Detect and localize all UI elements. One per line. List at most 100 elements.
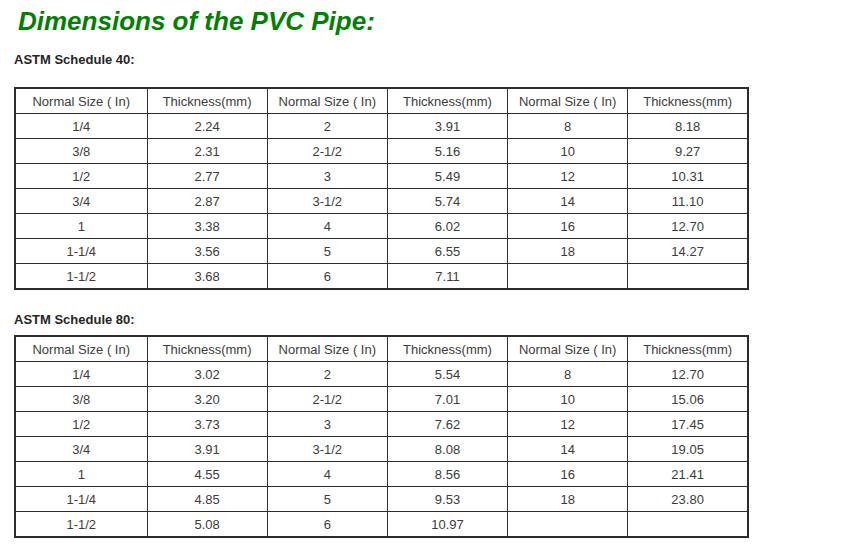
column-header: Normal Size ( In) [267, 88, 387, 114]
table-cell: 2.31 [147, 139, 267, 164]
table-cell: 2.87 [147, 189, 267, 214]
table-cell: 12 [508, 412, 628, 437]
table-cell: 5 [267, 239, 387, 264]
column-header: Thickness(mm) [628, 88, 748, 114]
column-header: Normal Size ( In) [15, 88, 147, 114]
table-cell: 17.45 [628, 412, 748, 437]
table-cell: 3 [267, 164, 387, 189]
table-cell: 18 [508, 239, 628, 264]
table-cell: 7.01 [387, 387, 507, 412]
table-row: 3/82.312-1/25.16109.27 [15, 139, 748, 164]
page-title: Dimensions of the PVC Pipe: [18, 6, 847, 37]
page: Dimensions of the PVC Pipe: ASTM Schedul… [0, 0, 847, 551]
table-row: 1-1/43.5656.551814.27 [15, 239, 748, 264]
table-cell: 8.08 [387, 437, 507, 462]
table-cell: 19.05 [628, 437, 748, 462]
table-cell: 2 [267, 362, 387, 387]
table-cell: 21.41 [628, 462, 748, 487]
table-cell: 11.10 [628, 189, 748, 214]
table-cell: 2.77 [147, 164, 267, 189]
section-schedule-80: ASTM Schedule 80: Normal Size ( In)Thick… [14, 312, 847, 538]
table-row: 1-1/44.8559.531823.80 [15, 487, 748, 512]
table-cell: 10.31 [628, 164, 748, 189]
table-cell: 3.68 [147, 264, 267, 290]
table-cell: 10 [508, 387, 628, 412]
table-cell: 2-1/2 [267, 139, 387, 164]
table-cell-empty [508, 512, 628, 538]
table-row: 14.5548.561621.41 [15, 462, 748, 487]
table-cell: 4.85 [147, 487, 267, 512]
table-cell-empty [628, 264, 748, 290]
table-cell: 6 [267, 512, 387, 538]
table-cell: 3/8 [15, 139, 147, 164]
table-cell: 16 [508, 462, 628, 487]
schedule-40-table: Normal Size ( In)Thickness(mm)Normal Siz… [14, 87, 749, 290]
column-header: Thickness(mm) [147, 88, 267, 114]
table-cell: 10 [508, 139, 628, 164]
table-row: 1/42.2423.9188.18 [15, 114, 748, 139]
table-row: 3/43.913-1/28.081419.05 [15, 437, 748, 462]
table-cell: 12.70 [628, 362, 748, 387]
table-cell: 14 [508, 189, 628, 214]
table-row: 3/42.873-1/25.741411.10 [15, 189, 748, 214]
table-cell: 6.02 [387, 214, 507, 239]
table-cell: 2.24 [147, 114, 267, 139]
table-cell: 4.55 [147, 462, 267, 487]
table-cell: 1 [15, 462, 147, 487]
table-cell: 3.91 [387, 114, 507, 139]
table-cell: 10.97 [387, 512, 507, 538]
table-cell: 8.56 [387, 462, 507, 487]
table-cell: 1/2 [15, 164, 147, 189]
table-row: 1/43.0225.54812.70 [15, 362, 748, 387]
column-header: Thickness(mm) [147, 336, 267, 362]
table-cell: 3/4 [15, 189, 147, 214]
table-cell: 1/4 [15, 362, 147, 387]
table-cell: 8.18 [628, 114, 748, 139]
table-cell-empty [628, 512, 748, 538]
column-header: Normal Size ( In) [267, 336, 387, 362]
table-cell: 16 [508, 214, 628, 239]
table-cell: 9.27 [628, 139, 748, 164]
table-row: 1-1/23.6867.11 [15, 264, 748, 290]
table-cell: 3 [267, 412, 387, 437]
table-cell: 3.20 [147, 387, 267, 412]
column-header: Normal Size ( In) [508, 88, 628, 114]
table-cell: 12.70 [628, 214, 748, 239]
table-cell: 6.55 [387, 239, 507, 264]
table-row: 1/22.7735.491210.31 [15, 164, 748, 189]
table-header-row: Normal Size ( In)Thickness(mm)Normal Siz… [15, 88, 748, 114]
table-cell: 3.73 [147, 412, 267, 437]
column-header: Thickness(mm) [387, 336, 507, 362]
table-cell: 18 [508, 487, 628, 512]
table-row: 13.3846.021612.70 [15, 214, 748, 239]
table-cell: 5.74 [387, 189, 507, 214]
table-cell: 14 [508, 437, 628, 462]
table-cell: 1-1/4 [15, 487, 147, 512]
table-cell: 2-1/2 [267, 387, 387, 412]
table-cell: 1-1/2 [15, 512, 147, 538]
table-cell: 2 [267, 114, 387, 139]
table-row: 1-1/25.08610.97 [15, 512, 748, 538]
table-cell: 4 [267, 462, 387, 487]
table-cell: 5.16 [387, 139, 507, 164]
section-schedule-40: ASTM Schedule 40: Normal Size ( In)Thick… [14, 52, 847, 290]
table-cell: 1 [15, 214, 147, 239]
table-cell: 8 [508, 114, 628, 139]
table-cell-empty [508, 264, 628, 290]
table-cell: 12 [508, 164, 628, 189]
table-cell: 3/4 [15, 437, 147, 462]
table-cell: 3-1/2 [267, 189, 387, 214]
column-header: Thickness(mm) [387, 88, 507, 114]
section-label-schedule-40: ASTM Schedule 40: [14, 52, 847, 67]
table-cell: 5.54 [387, 362, 507, 387]
table-cell: 1-1/2 [15, 264, 147, 290]
table-cell: 5.49 [387, 164, 507, 189]
table-cell: 1/4 [15, 114, 147, 139]
table-header-row: Normal Size ( In)Thickness(mm)Normal Siz… [15, 336, 748, 362]
table-cell: 5.08 [147, 512, 267, 538]
table-cell: 4 [267, 214, 387, 239]
table-cell: 1-1/4 [15, 239, 147, 264]
column-header: Normal Size ( In) [508, 336, 628, 362]
table-cell: 8 [508, 362, 628, 387]
table-cell: 3/8 [15, 387, 147, 412]
